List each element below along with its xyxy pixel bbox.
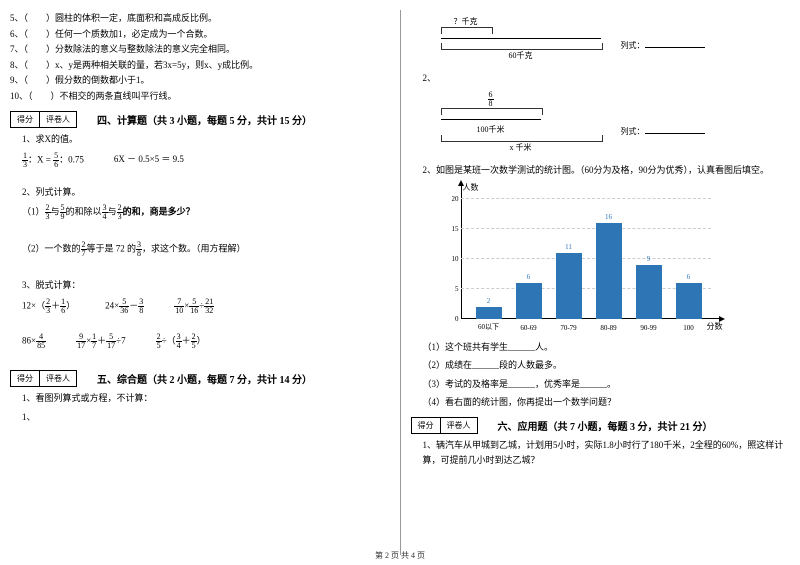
score-label: 得分 xyxy=(11,112,40,127)
bar xyxy=(556,253,582,319)
judgment-item: 8、（ ）x、y是两种相关联的量，若3x=5y，则x、y成比例。 xyxy=(10,59,390,73)
section-4-header: 得分评卷人 四、计算题（共 3 小题，每题 5 分，共计 15 分） xyxy=(10,111,390,128)
diagram-2: 68 100千米 x 千米 列式： xyxy=(441,91,791,153)
grader-label: 评卷人 xyxy=(40,112,76,127)
q4-3: 3、脱式计算： xyxy=(22,278,390,292)
bar-category: 60以下 xyxy=(474,322,504,332)
d1-top-label: ？千克 xyxy=(441,16,491,27)
num: 8、（ ） xyxy=(10,60,55,70)
q4-3-row2: 86×485 917×17＋517÷7 25÷（34＋25） xyxy=(22,333,390,350)
judgment-list: 5、（ ）圆柱的体积一定，底面积和高成反比例。 6、（ ）任何一个质数加1，必定… xyxy=(10,12,390,103)
page-footer: 第 2 页 共 4 页 xyxy=(0,550,800,561)
bar xyxy=(596,223,622,319)
bar-category: 100 xyxy=(674,324,704,332)
score-box: 得分评卷人 xyxy=(10,370,77,387)
expr: 24×536－38 xyxy=(105,298,144,315)
chart-q: （3）考试的及格率是______，优秀率是______。 xyxy=(423,377,791,391)
judgment-item: 6、（ ）任何一个质数加1，必定成为一个合数。 xyxy=(10,28,390,42)
q4-2-1: （1）23与59的和除以34与23的和，商是多少？ xyxy=(22,204,390,221)
num: 6、（ ） xyxy=(10,29,55,39)
text: 不相交的两条直线叫平行线。 xyxy=(60,91,177,101)
expr: 25÷（34＋25） xyxy=(156,333,206,350)
chart-questions: （1）这个班共有学生______人。 （2）成绩在______段的人数最多。 （… xyxy=(411,340,791,410)
num: 9、（ ） xyxy=(10,75,55,85)
expr: 86×485 xyxy=(22,333,46,350)
score-box: 得分评卷人 xyxy=(10,111,77,128)
chart-q: （1）这个班共有学生______人。 xyxy=(423,340,791,354)
judgment-item: 7、（ ）分数除法的意义与整数除法的意义完全相同。 xyxy=(10,43,390,57)
bar-category: 90-99 xyxy=(634,324,664,332)
judgment-item: 5、（ ）圆柱的体积一定，底面积和高成反比例。 xyxy=(10,12,390,26)
expr: 917×17＋517÷7 xyxy=(76,333,126,350)
num: 5、（ ） xyxy=(10,13,55,23)
q5-1: 1、看图列算式或方程，不计算： xyxy=(22,391,390,405)
bar-category: 80-89 xyxy=(594,324,624,332)
num: 10、（ ） xyxy=(10,91,60,101)
score-label: 得分 xyxy=(412,418,441,433)
section-5-header: 得分评卷人 五、综合题（共 2 小题，每题 7 分，共计 14 分） xyxy=(10,370,390,387)
section-4-title: 四、计算题（共 3 小题，每题 5 分，共计 15 分） xyxy=(97,112,312,127)
text: 假分数的倒数都小于1。 xyxy=(55,75,150,85)
bar-chart: 人数 分数 51015200260以下660-691170-791680-899… xyxy=(441,184,721,334)
bar xyxy=(676,283,702,319)
q4-2: 2、列式计算。 xyxy=(22,185,390,199)
grader-label: 评卷人 xyxy=(441,418,477,433)
score-box: 得分评卷人 xyxy=(411,417,478,434)
section-6-header: 得分评卷人 六、应用题（共 7 小题，每题 3 分，共计 21 分） xyxy=(411,417,791,434)
chart-q: （4）看右面的统计图，你再提出一个数学问题？ xyxy=(423,395,791,409)
bar-category: 60-69 xyxy=(514,324,544,332)
q4-1: 1、求X的值。 xyxy=(22,132,390,146)
q4-3-row1: 12×（23＋16） 24×536－38 710×516÷2132 xyxy=(22,298,390,315)
diagram-1: ？千克 60千克 列式： xyxy=(441,16,791,61)
section-6-title: 六、应用题（共 7 小题，每题 3 分，共计 21 分） xyxy=(498,418,713,433)
q2-lead: 2、如图是某班一次数学测试的统计图。（60分为及格，90分为优秀），认真看图后填… xyxy=(423,163,791,177)
bar xyxy=(516,283,542,319)
right-column: ？千克 60千克 列式： 2、 68 100千米 x 千米 列式： 2、如图是某… xyxy=(401,0,800,565)
bar xyxy=(636,265,662,319)
section-5-title: 五、综合题（共 2 小题，每题 7 分，共计 14 分） xyxy=(97,371,312,386)
expr: 12×（23＋16） xyxy=(22,298,75,315)
expr: 6X － 0.5×5 ＝ 9.5 xyxy=(114,152,184,169)
bar xyxy=(476,307,502,319)
chart-q: （2）成绩在______段的人数最多。 xyxy=(423,358,791,372)
q5-1-sub: 1、 xyxy=(22,410,390,424)
text: 圆柱的体积一定，底面积和高成反比例。 xyxy=(55,13,217,23)
d2-mid-label: 100千米 xyxy=(441,124,541,135)
q5-2-num: 2、 xyxy=(423,71,791,85)
bar-value: 6 xyxy=(676,273,702,281)
bar-value: 9 xyxy=(636,255,662,263)
score-label: 得分 xyxy=(11,371,40,386)
q6-1: 1、辆汽车从甲城到乙城，计划用5小时，实际1.8小时行了180千米，2全程的60… xyxy=(423,438,791,467)
left-column: 5、（ ）圆柱的体积一定，底面积和高成反比例。 6、（ ）任何一个质数加1，必定… xyxy=(0,0,400,565)
bar-category: 70-79 xyxy=(554,324,584,332)
num: 7、（ ） xyxy=(10,44,55,54)
text: x、y是两种相关联的量，若3x=5y，则x、y成比例。 xyxy=(55,60,258,70)
q4-1-expr: 13：X = 56：0.75 6X － 0.5×5 ＝ 9.5 xyxy=(22,152,390,169)
judgment-item: 9、（ ）假分数的倒数都小于1。 xyxy=(10,74,390,88)
d2-bottom-label: x 千米 xyxy=(441,142,601,153)
d2-side: 列式： xyxy=(621,124,705,137)
grader-label: 评卷人 xyxy=(40,371,76,386)
expr: 13：X = 56：0.75 xyxy=(22,152,84,169)
bar-value: 11 xyxy=(556,243,582,251)
judgment-item: 10、（ ）不相交的两条直线叫平行线。 xyxy=(10,90,390,104)
text: 分数除法的意义与整数除法的意义完全相同。 xyxy=(55,44,235,54)
text: 任何一个质数加1，必定成为一个合数。 xyxy=(55,29,213,39)
d1-bottom-label: 60千克 xyxy=(441,50,601,61)
q4-2-2: （2）一个数的27等于是 72 的38，求这个数。（用方程解） xyxy=(22,241,390,258)
bar-value: 6 xyxy=(516,273,542,281)
d1-side: 列式： xyxy=(621,38,705,51)
bar-value: 16 xyxy=(596,213,622,221)
expr: 710×516÷2132 xyxy=(174,298,214,315)
x-axis-label: 分数 xyxy=(707,321,723,332)
y-axis-label: 人数 xyxy=(463,182,479,193)
bar-value: 2 xyxy=(476,297,502,305)
